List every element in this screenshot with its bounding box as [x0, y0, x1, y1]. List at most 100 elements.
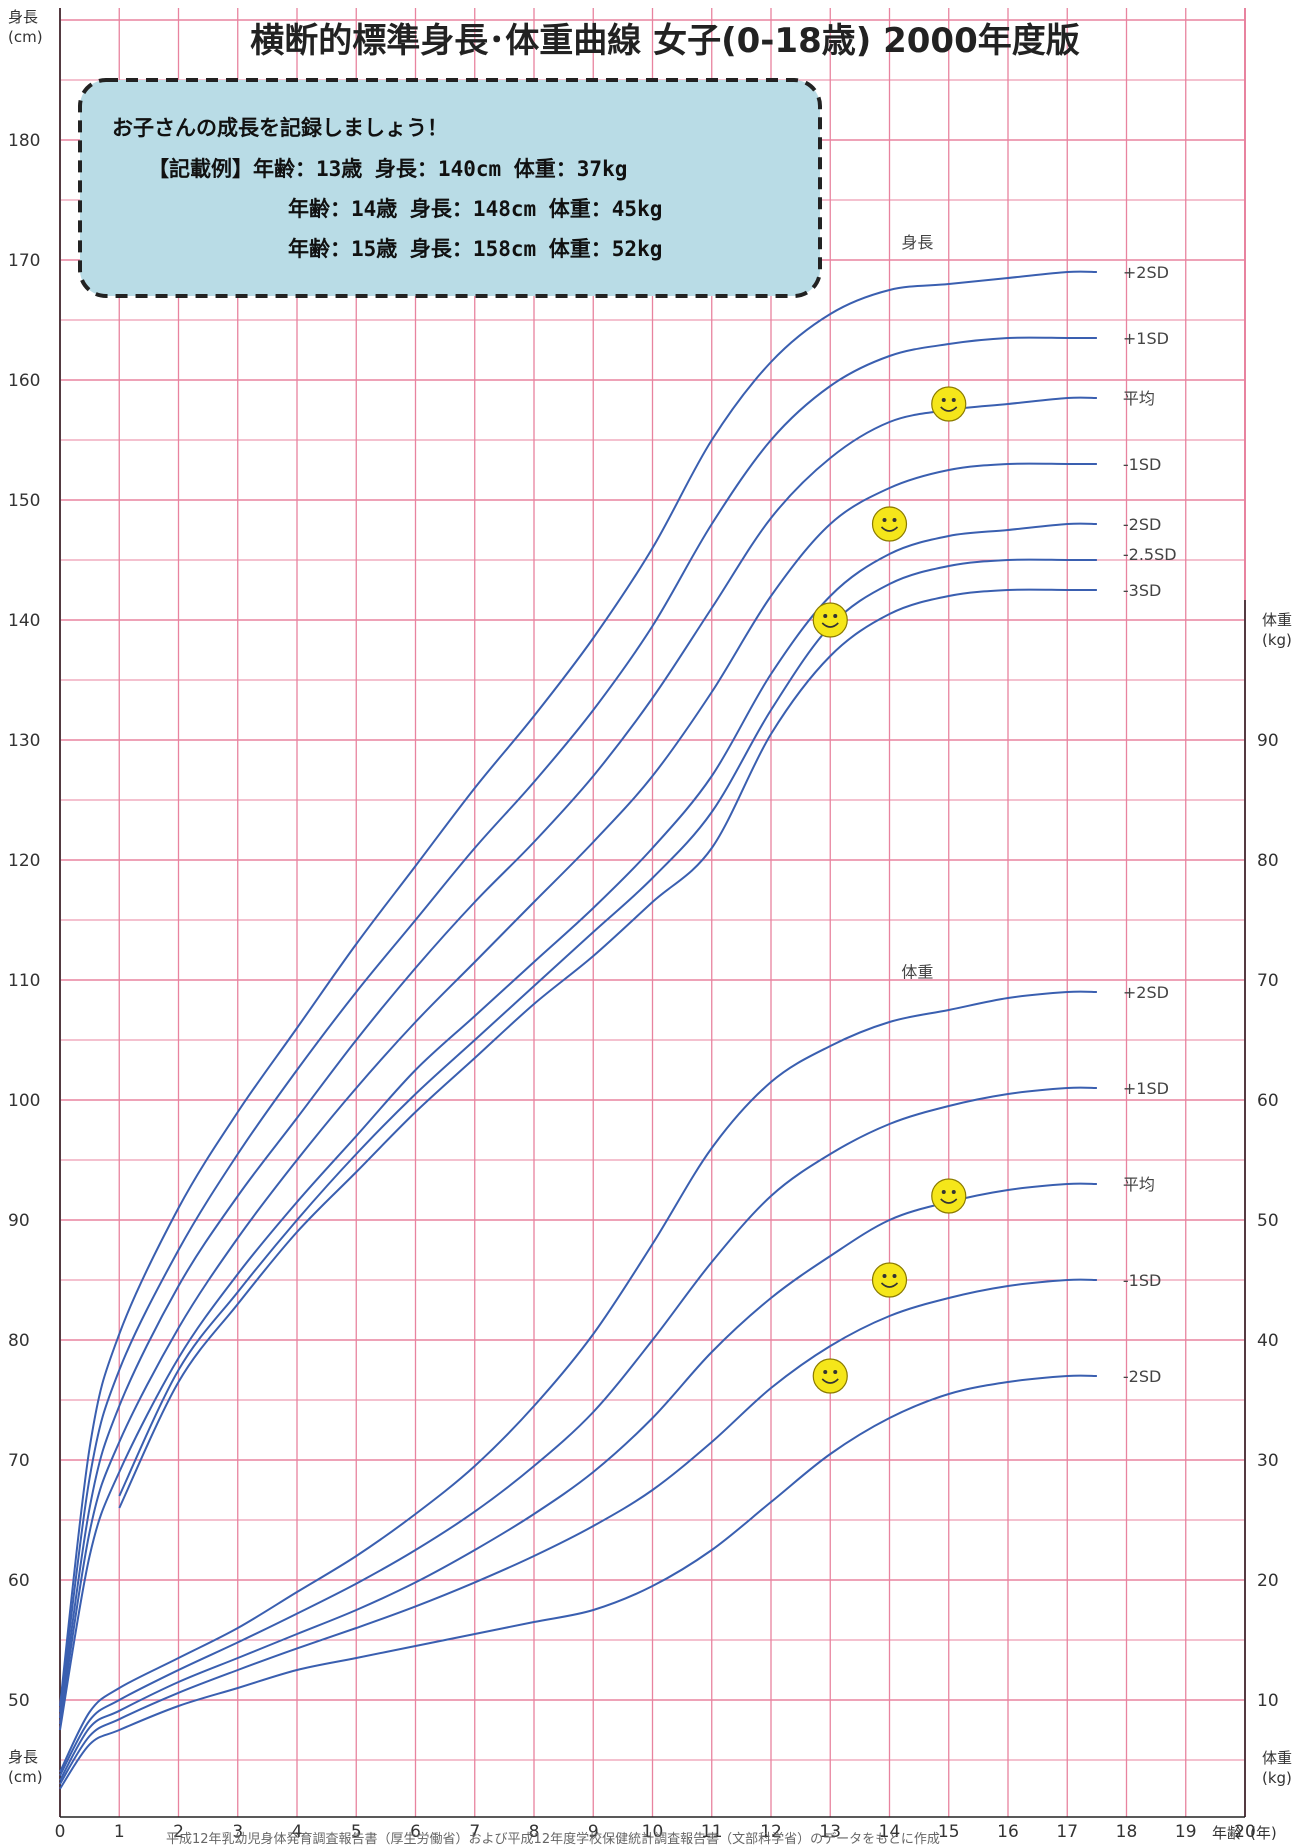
x-tick-label: 10	[642, 1822, 664, 1842]
smiley-eye	[833, 1370, 838, 1374]
height-sd-label: -2SD	[1123, 515, 1161, 534]
smiley-eye	[892, 1274, 897, 1278]
age-axis-unit: 年齢	[1212, 1824, 1242, 1842]
height-tick-label: 50	[8, 1691, 30, 1711]
age-axis-unit-years: (年)	[1250, 1824, 1277, 1842]
record-markers	[812, 386, 967, 1394]
x-tick-label: 7	[469, 1822, 480, 1842]
annotation-line-2: 【記載例】年齢：13歳 身長：140cm 体重：37kg	[148, 157, 627, 181]
annotation-line-4: 年齢：15歳 身長：158cm 体重：52kg	[288, 237, 662, 261]
x-tick-label: 14	[879, 1822, 901, 1842]
height-tick-label: 140	[8, 611, 40, 631]
height-sd-label: +1SD	[1123, 329, 1169, 348]
x-tick-label: 19	[1175, 1822, 1197, 1842]
smiley-face	[871, 506, 908, 542]
smiley-face	[871, 1262, 908, 1298]
weight-axis-unit-bottom-kg: (kg)	[1262, 1769, 1292, 1787]
height-tick-label: 180	[8, 131, 40, 151]
smiley-eye	[823, 614, 828, 618]
weight-tick-label: 90	[1257, 731, 1279, 751]
x-tick-label: 4	[292, 1822, 303, 1842]
height-axis-unit-bottom-cm: (cm)	[8, 1768, 43, 1786]
smiley-face	[812, 602, 848, 638]
weight-sd-label: -2SD	[1123, 1367, 1161, 1386]
height-tick-label: 80	[8, 1331, 30, 1351]
record-smiley	[871, 1262, 908, 1298]
chart-title: 横断的標準身長･体重曲線 女子(0-18歳) 2000年度版	[250, 21, 1079, 61]
record-smiley	[871, 506, 908, 542]
height-curve	[59, 462, 1097, 1725]
height-tick-label: 160	[8, 371, 40, 391]
weight-axis-unit-bottom: 体重	[1262, 1749, 1292, 1767]
x-tick-label: 11	[701, 1822, 723, 1842]
footnote: 平成12年乳幼児身体発育調査報告書（厚生労働省）および平成12年度学校保健統計調…	[166, 1831, 940, 1846]
x-tick-label: 2	[173, 1822, 184, 1842]
height-curve	[118, 558, 1097, 1497]
smiley-eye	[823, 1370, 828, 1374]
x-tick-label: 1	[114, 1822, 125, 1842]
x-tick-label: 12	[760, 1822, 782, 1842]
x-tick-label: 3	[232, 1822, 243, 1842]
height-sd-label: 平均	[1123, 389, 1155, 408]
height-curve	[59, 396, 1097, 1719]
x-tick-label: 20	[1234, 1822, 1256, 1842]
smiley-face	[931, 1178, 967, 1214]
smiley-face	[931, 386, 967, 422]
weight-sd-label: +2SD	[1123, 983, 1169, 1002]
height-curve	[59, 270, 1097, 1707]
weight-tick-label: 70	[1257, 971, 1279, 991]
smiley-mouth	[940, 1198, 958, 1204]
height-tick-label: 130	[8, 731, 40, 751]
smiley-mouth	[880, 526, 899, 532]
record-smiley	[812, 1358, 848, 1394]
x-tick-label: 16	[997, 1822, 1019, 1842]
weight-sd-label: -1SD	[1123, 1271, 1161, 1290]
weight-sd-label: 平均	[1123, 1175, 1155, 1194]
height-axis-unit-top-cm: (cm)	[8, 28, 43, 46]
smiley-eye	[833, 614, 838, 618]
x-tick-label: 9	[588, 1822, 599, 1842]
height-axis-unit-bottom: 身長	[8, 1748, 38, 1766]
record-smiley	[931, 1178, 967, 1214]
annotation-line-3: 年齢：14歳 身長：148cm 体重：45kg	[288, 197, 662, 221]
curves	[59, 270, 1097, 1790]
smiley-eye	[882, 1274, 887, 1278]
weight-tick-label: 20	[1257, 1571, 1279, 1591]
weight-curve	[59, 1182, 1097, 1781]
smiley-mouth	[821, 622, 839, 628]
smiley-mouth	[821, 1378, 839, 1384]
smiley-eye	[951, 398, 956, 402]
smiley-eye	[941, 1190, 946, 1194]
height-sd-label: -1SD	[1123, 455, 1161, 474]
height-sd-label: -2.5SD	[1123, 545, 1177, 564]
height-tick-label: 120	[8, 851, 40, 871]
weight-curve	[59, 1374, 1097, 1790]
smiley-eye	[892, 518, 897, 522]
weight-sd-label: +1SD	[1123, 1079, 1169, 1098]
annotation-line-1: お子さんの成長を記録しましょう！	[112, 116, 448, 140]
smiley-mouth	[940, 406, 958, 412]
height-sd-label: -3SD	[1123, 581, 1161, 600]
x-tick-label: 0	[55, 1822, 66, 1842]
height-curve	[59, 522, 1097, 1731]
record-smiley	[812, 602, 848, 638]
weight-group-label: 体重	[901, 963, 933, 982]
x-tick-label: 13	[819, 1822, 841, 1842]
height-tick-label: 150	[8, 491, 40, 511]
height-tick-label: 60	[8, 1571, 30, 1591]
height-curve	[118, 588, 1097, 1509]
x-tick-label: 18	[1116, 1822, 1138, 1842]
x-tick-label: 5	[351, 1822, 362, 1842]
height-tick-label: 170	[8, 251, 40, 271]
weight-axis-unit-top-kg: (kg)	[1262, 631, 1292, 649]
height-axis-unit-top: 身長	[8, 8, 38, 26]
weight-tick-label: 80	[1257, 851, 1279, 871]
weight-tick-label: 60	[1257, 1091, 1279, 1111]
smiley-eye	[951, 1190, 956, 1194]
weight-tick-label: 50	[1257, 1211, 1279, 1231]
x-tick-label: 8	[529, 1822, 540, 1842]
weight-curve	[59, 1278, 1097, 1785]
x-tick-label: 15	[938, 1822, 960, 1842]
smiley-eye	[882, 518, 887, 522]
